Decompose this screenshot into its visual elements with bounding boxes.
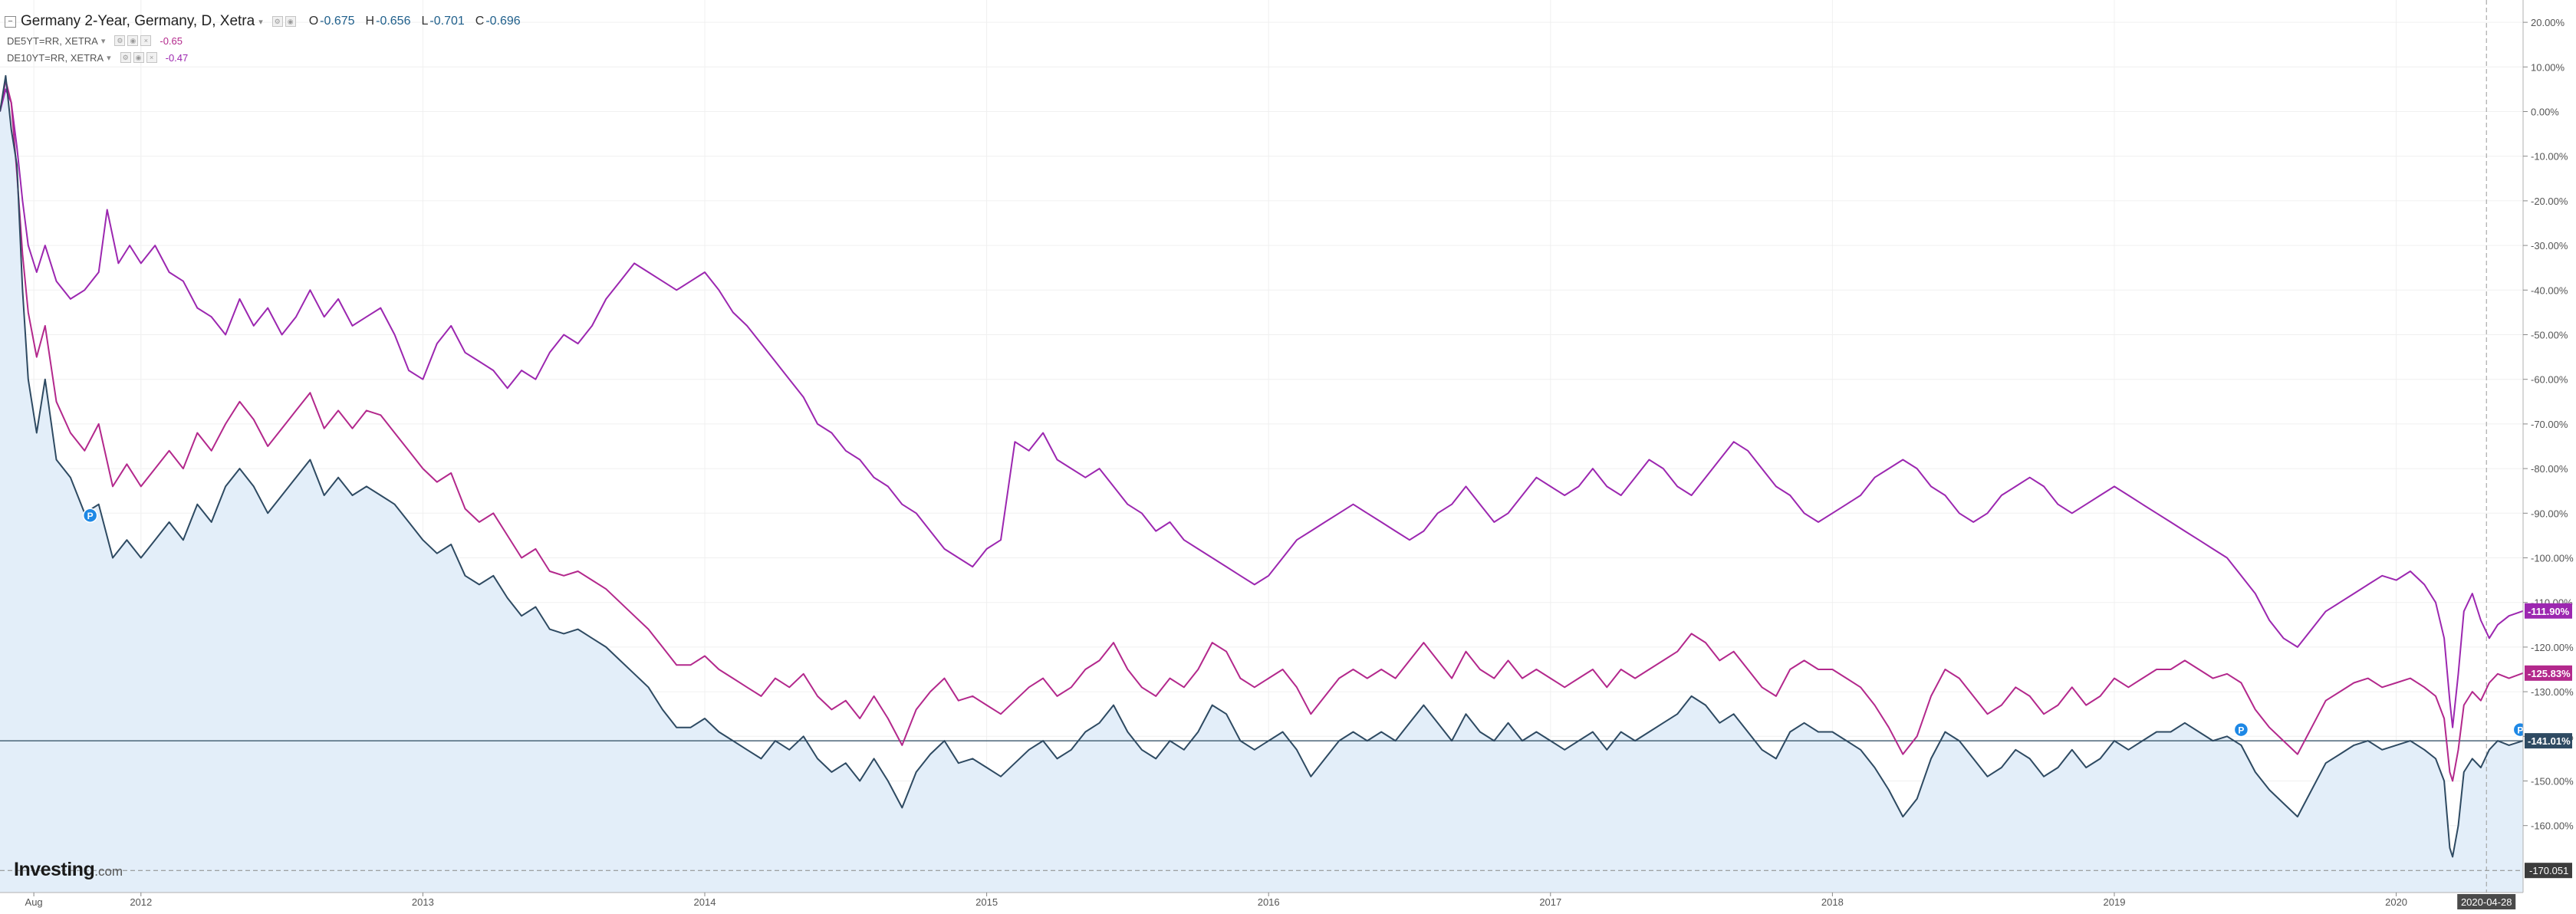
visibility-icon[interactable]: ◉ <box>285 16 296 27</box>
x-tick-label: 2014 <box>694 896 716 908</box>
event-marker-label: P <box>2238 725 2244 736</box>
reference-line-label: -170.051 <box>2529 865 2568 876</box>
time-axis-panel <box>0 893 2576 910</box>
chevron-down-icon[interactable]: ▾ <box>107 53 111 63</box>
chart-legend: − Germany 2-Year, Germany, D, Xetra ▾ ⚙ … <box>5 11 521 66</box>
y-tick-label: -100.00% <box>2531 553 2574 564</box>
close-icon[interactable]: × <box>140 35 152 46</box>
investing-logo: Investing .com <box>14 859 123 881</box>
collapse-legend-icon[interactable]: − <box>5 15 16 28</box>
price-axis-panel <box>2523 0 2576 910</box>
ohlc-low-value: -0.701 <box>429 15 465 28</box>
crosshair-date-badge <box>2457 894 2516 909</box>
settings-icon[interactable]: ⚙ <box>120 52 131 63</box>
y-tick-label: -80.00% <box>2531 463 2568 475</box>
event-marker-label: P <box>87 511 94 521</box>
x-tick-label: 2019 <box>2104 896 2126 908</box>
y-tick-label: -150.00% <box>2531 776 2574 787</box>
visibility-icon[interactable]: ◉ <box>127 35 139 46</box>
y-tick-label: 10.00% <box>2531 61 2565 73</box>
x-tick-label: 2018 <box>1821 896 1844 908</box>
series-5y-symbol: DE5YT=RR, XETRA <box>7 35 98 47</box>
y-tick-label: -90.00% <box>2531 508 2568 519</box>
chevron-down-icon[interactable]: ▾ <box>258 17 263 27</box>
x-tick-label: 2015 <box>975 896 998 908</box>
ohlc-low-label: L <box>421 15 429 28</box>
x-tick-label: 2016 <box>1258 896 1280 908</box>
last-value-badge <box>2525 665 2572 681</box>
x-tick-label: 2020 <box>2385 896 2407 908</box>
y-tick-label: 20.00% <box>2531 17 2565 28</box>
ohlc-open-label: O <box>308 15 319 28</box>
settings-icon[interactable]: ⚙ <box>114 35 126 46</box>
last-value-badge <box>2525 733 2572 749</box>
chart-title: Germany 2-Year, Germany, D, Xetra <box>21 13 255 29</box>
y-tick-label: -20.00% <box>2531 196 2568 207</box>
event-marker[interactable] <box>82 508 98 523</box>
y-tick-label: -40.00% <box>2531 284 2568 296</box>
x-tick-label: 2012 <box>130 896 152 908</box>
y-tick-label: -60.00% <box>2531 374 2568 386</box>
ohlc-high-value: -0.656 <box>376 15 411 28</box>
series-10y-symbol: DE10YT=RR, XETRA <box>7 51 104 64</box>
ohlc-close-value: -0.696 <box>485 15 521 28</box>
event-marker[interactable] <box>2233 722 2249 738</box>
visibility-icon[interactable]: ◉ <box>133 52 144 63</box>
crosshair-date-label: 2020-04-28 <box>2461 896 2512 908</box>
event-marker-label: P <box>2517 725 2523 736</box>
series-line-germany-2-year[interactable] <box>0 74 2524 858</box>
y-tick-label: -120.00% <box>2531 642 2574 653</box>
brand-suffix: .com <box>94 864 123 879</box>
ohlc-open-value: -0.675 <box>320 15 355 28</box>
x-tick-label: 2013 <box>412 896 434 908</box>
x-tick-label: 2017 <box>1539 896 1561 908</box>
reference-line-badge <box>2525 863 2572 879</box>
y-tick-label: 0.00% <box>2531 107 2559 118</box>
legend-series-row-10y: DE10YT=RR, XETRA ▾ ⚙ ◉ × -0.47 <box>5 49 521 66</box>
ohlc-high-label: H <box>365 15 375 28</box>
last-value-label: -141.01% <box>2528 735 2571 747</box>
legend-series-row-5y: DE5YT=RR, XETRA ▾ ⚙ ◉ × -0.65 <box>5 32 521 49</box>
last-value-badge <box>2525 603 2572 619</box>
last-value-label: -125.83% <box>2528 668 2571 679</box>
last-value-label: -111.90% <box>2528 606 2570 617</box>
series-line-de5yt-rr-xetra[interactable] <box>0 79 2524 782</box>
series-5y-value: -0.65 <box>160 35 183 47</box>
y-tick-label: -130.00% <box>2531 686 2574 698</box>
y-tick-label: -30.00% <box>2531 240 2568 252</box>
series-10y-value: -0.47 <box>165 51 189 64</box>
series-area-germany-2y <box>0 75 2523 893</box>
y-tick-label: -70.00% <box>2531 419 2568 430</box>
legend-main-row: − Germany 2-Year, Germany, D, Xetra ▾ ⚙ … <box>5 11 521 32</box>
y-tick-label: -50.00% <box>2531 330 2568 341</box>
close-icon[interactable]: × <box>146 52 157 63</box>
y-tick-label: -10.00% <box>2531 151 2568 163</box>
chevron-down-icon[interactable]: ▾ <box>100 36 106 46</box>
ohlc-close-label: C <box>475 15 485 28</box>
settings-icon[interactable]: ⚙ <box>271 16 283 27</box>
brand-name: Investing <box>14 859 95 880</box>
y-tick-label: -160.00% <box>2531 820 2574 832</box>
x-tick-label: Aug <box>25 896 43 908</box>
series-line-de10yt-rr-xetra[interactable] <box>0 88 2524 728</box>
